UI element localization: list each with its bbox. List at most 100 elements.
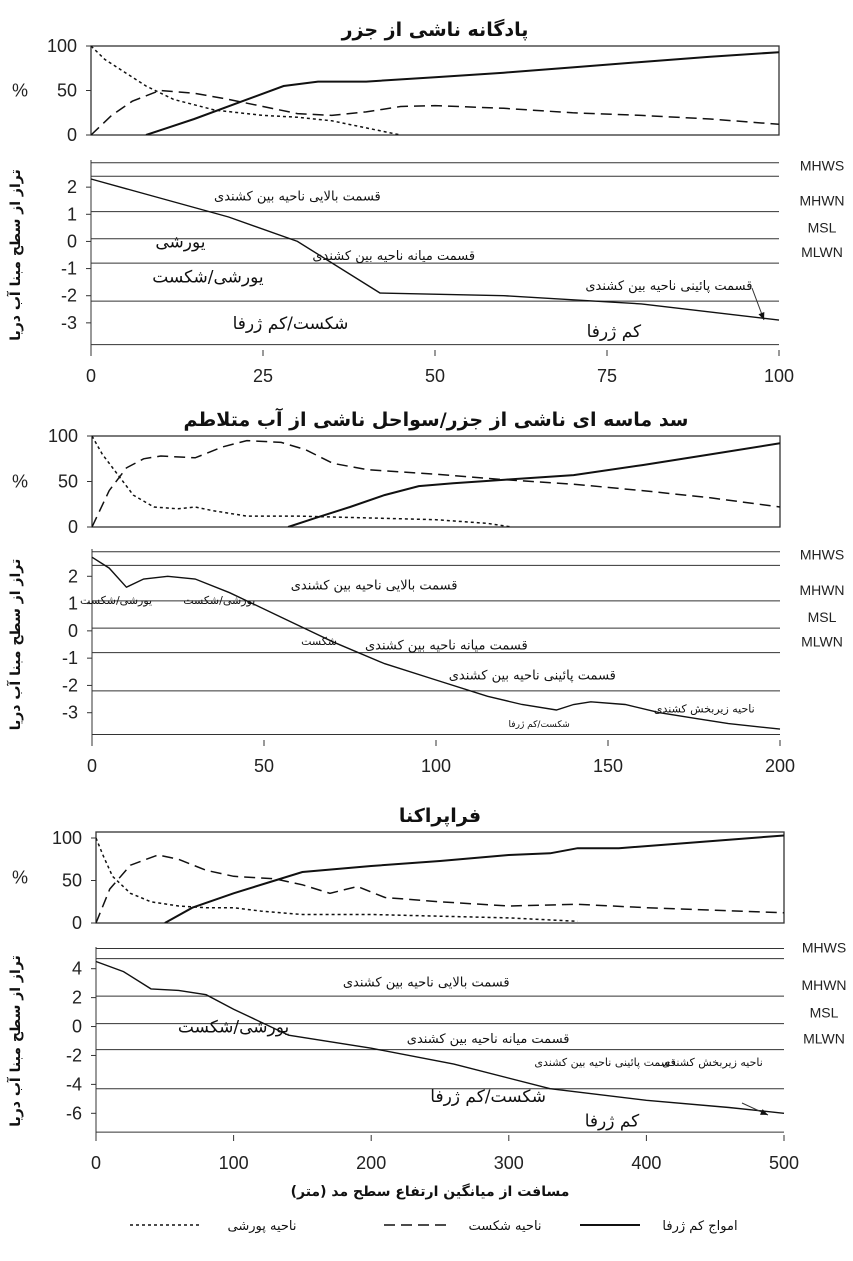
chart-1: پادگانه ناشی از جزر050100%MHWSMHWNMSLMLW… <box>6 18 845 386</box>
series-dotted <box>92 436 512 527</box>
y-tick-label: 2 <box>72 988 82 1008</box>
process-label: یورشی/شکست <box>80 594 152 607</box>
x-tick-label: 100 <box>421 756 451 776</box>
chart-title: فراپراکنا <box>399 805 481 827</box>
series-solid <box>287 442 780 527</box>
zone-label: قسمت بالایی ناحیه بین کشندی <box>214 189 381 204</box>
process-label: یورشی/شکست <box>152 268 264 288</box>
series-dotted <box>96 837 578 923</box>
tide-label: MHWN <box>799 193 844 209</box>
chart-title: سد ماسه ای ناشی از جزر/سواحل ناشی از آب … <box>184 407 689 431</box>
profile-y-axis-label: تراز از سطح مبنا آب دریا <box>6 559 24 731</box>
x-tick-label: 0 <box>87 756 97 776</box>
series-group <box>92 436 780 527</box>
tide-label: MLWN <box>803 1031 845 1047</box>
y-tick-label: 4 <box>72 959 82 979</box>
tide-label: MLWN <box>801 244 843 260</box>
zone-label: قسمت بالایی ناحیه بین کشندی <box>291 578 458 593</box>
y-tick-label: 0 <box>67 125 77 145</box>
x-tick-label: 75 <box>597 366 617 386</box>
chart-title: پادگانه ناشی از جزر <box>341 18 529 41</box>
tide-label: MHWN <box>799 582 844 598</box>
zone-label: قسمت میانه ناحیه بین کشندی <box>365 639 528 654</box>
profile-panel: MHWS MHWN MSL MLWN 4 2 0 -2 -4 -6 قسمت بالایی ناحی… <box>6 940 847 1173</box>
series-dashed <box>92 439 780 527</box>
zone-label: ناحیه زیربخش کشندی <box>662 1056 763 1069</box>
y-tick-label: 0 <box>68 621 78 641</box>
profile-y-axis-label: تراز از سطح مبنا آب دریا <box>6 955 24 1127</box>
x-tick-label: 200 <box>765 756 795 776</box>
y-tick-label: -6 <box>66 1103 82 1123</box>
y-tick-label: -3 <box>61 313 77 333</box>
tide-label: MHWS <box>800 157 844 173</box>
tide-label: MHWS <box>802 940 846 956</box>
y-tick-label: 2 <box>68 566 78 586</box>
y-tick-label: -3 <box>62 703 78 723</box>
x-axis-label: مسافت از میانگین ارتفاع سطح مد (متر) <box>291 1183 570 1200</box>
percentage-panel: 0 50 100% <box>12 36 780 145</box>
x-tick-label: 0 <box>86 366 96 386</box>
legend-label: ناحیه پورشی <box>228 1219 297 1234</box>
x-tick-label: 500 <box>769 1153 799 1173</box>
y-tick-label: 1 <box>68 594 78 614</box>
x-tick-label: 200 <box>356 1153 386 1173</box>
series-solid <box>145 51 779 135</box>
process-label: شکست <box>301 635 337 648</box>
profile-panel: MHWS MHWN MSL MLWN 2 1 0 -1 -2 -3 قسمت بالایی ناحی… <box>6 546 845 776</box>
y-tick-label: -2 <box>61 286 77 306</box>
series-dashed <box>96 854 784 923</box>
percent-axis-label: % <box>12 868 28 888</box>
y-tick-label: -4 <box>66 1074 82 1094</box>
zone-label: قسمت پائینی ناحیه بین کشندی <box>585 279 752 294</box>
beach-profile-line <box>90 178 780 321</box>
y-tick-label: -2 <box>66 1045 82 1065</box>
series-group <box>91 46 779 135</box>
process-label: شکست/کم ژرفا <box>430 1087 546 1107</box>
series-dotted <box>91 46 401 135</box>
profile-y-axis-label: تراز از سطح مبنا آب دریا <box>6 169 24 341</box>
x-tick-label: 50 <box>254 756 274 776</box>
y-tick-label: -1 <box>62 648 78 668</box>
zone-label: قسمت بالایی ناحیه بین کشندی <box>343 976 510 991</box>
x-tick-label: 50 <box>425 366 445 386</box>
percent-axis-label: % <box>12 472 28 492</box>
beach-profile-line <box>95 960 785 1114</box>
arrow-head <box>758 312 765 320</box>
y-tick-label: 1 <box>67 204 77 224</box>
x-tick-label: 100 <box>219 1153 249 1173</box>
y-tick-label: 2 <box>67 177 77 197</box>
x-tick-label: 300 <box>494 1153 524 1173</box>
percentage-panel-frame <box>91 435 781 528</box>
tide-label: MHWN <box>801 977 846 993</box>
tide-label: MSL <box>810 1005 839 1021</box>
x-tick-label: 25 <box>253 366 273 386</box>
y-tick-label: -2 <box>62 675 78 695</box>
x-tick-label: 400 <box>631 1153 661 1173</box>
process-label: یورشی <box>155 232 205 252</box>
process-label: شکست/کم ژرفا <box>509 720 570 730</box>
zone-label: قسمت پائینی ناحیه بین کشندی <box>534 1056 675 1069</box>
x-tick-label: 0 <box>91 1153 101 1173</box>
y-tick-label: 100 <box>52 828 82 848</box>
y-tick-label: 100 <box>48 426 78 446</box>
y-tick-label: 50 <box>58 472 78 492</box>
zone-label: قسمت پائینی ناحیه بین کشندی <box>449 669 616 684</box>
y-tick-label: 0 <box>72 1017 82 1037</box>
y-tick-label: -1 <box>61 259 77 279</box>
percentage-panel: 0 50 100% <box>12 828 785 933</box>
process-label: کم ژرفا <box>585 1112 640 1132</box>
tide-label: MLWN <box>801 634 843 650</box>
beach-profile-line <box>91 556 781 730</box>
legend-label: ناحیه شکست <box>468 1219 541 1234</box>
chart-3: فراپراکنا 0 50 100% MHWS MHWN MSL MLWN 4 2 0 -2 -4 -6… <box>6 805 847 1173</box>
percent-axis-label: % <box>12 81 28 101</box>
percentage-panel-frame <box>95 831 785 924</box>
y-tick-label: 0 <box>72 913 82 933</box>
zone-label: قسمت میانه ناحیه بین کشندی <box>407 1032 570 1047</box>
y-tick-label: 100 <box>47 36 77 56</box>
tide-label: MHWS <box>800 546 844 562</box>
y-tick-label: 50 <box>57 81 77 101</box>
y-tick-label: 0 <box>68 517 78 537</box>
series-group <box>96 834 784 923</box>
percentage-panel: 0 50 100% <box>12 426 781 537</box>
